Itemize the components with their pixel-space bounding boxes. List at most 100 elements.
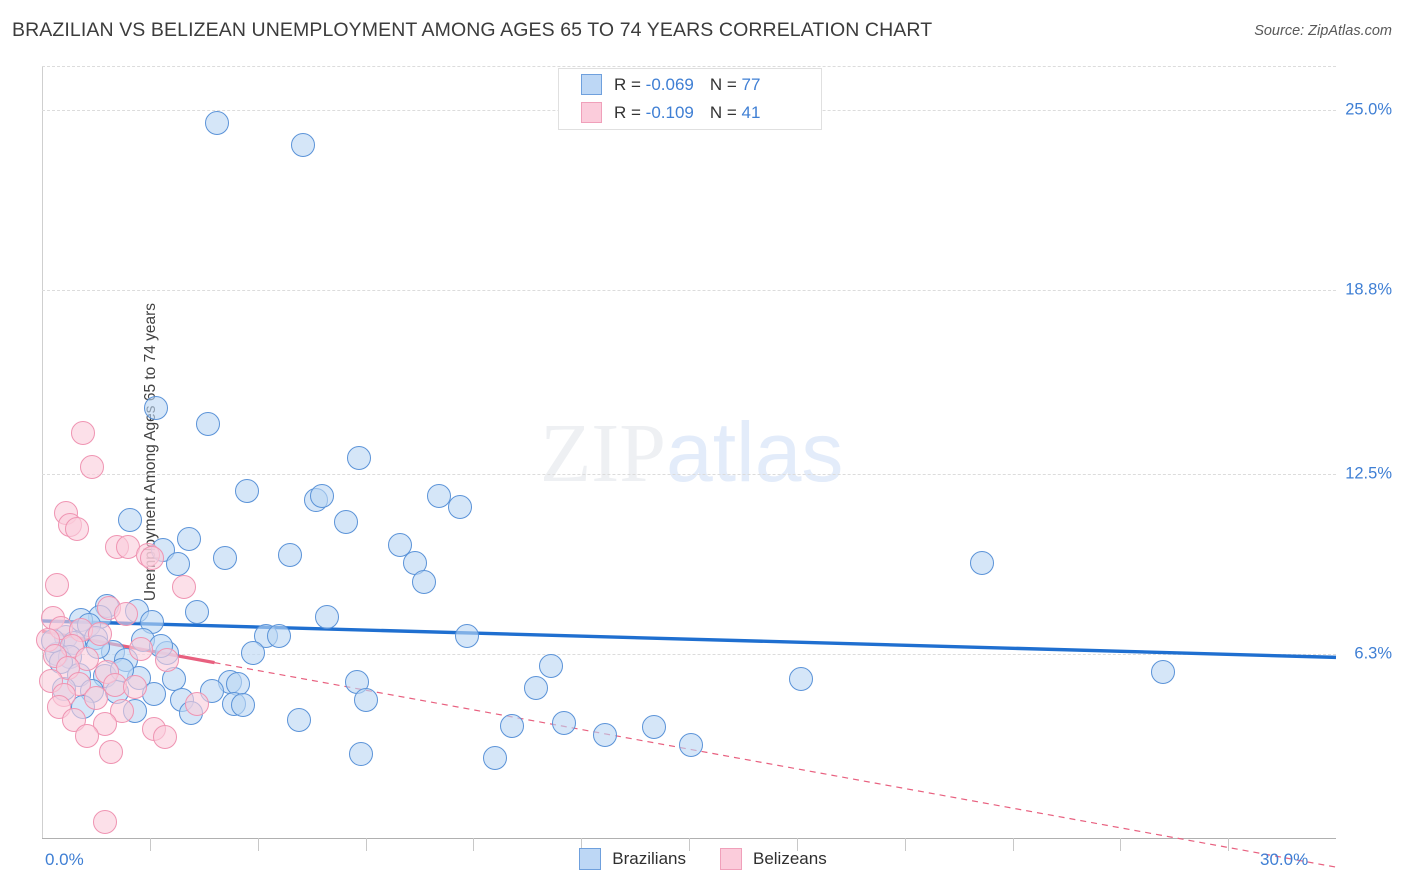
scatter-point-blue xyxy=(204,110,229,135)
scatter-point-pink xyxy=(99,740,123,765)
y-tick-label-1: 12.5% xyxy=(1345,464,1392,483)
scatter-point-blue xyxy=(679,732,704,757)
scatter-point-pink xyxy=(79,454,104,479)
y-axis-line xyxy=(42,66,43,838)
legend-item-belizeans[interactable]: Belizeans xyxy=(719,848,827,870)
x-tick xyxy=(1120,838,1122,851)
scatter-point-pink xyxy=(70,421,95,446)
y-tick-label-2: 18.8% xyxy=(1345,280,1392,299)
scatter-point-blue xyxy=(230,693,255,718)
x-tick-label-1: 30.0% xyxy=(1260,850,1309,869)
scatter-point-blue xyxy=(970,550,995,575)
legend-color-brazilians xyxy=(579,848,602,870)
x-tick xyxy=(1228,838,1230,851)
legend-label-belizeans: Belizeans xyxy=(752,849,827,868)
scatter-point-blue xyxy=(426,483,451,508)
scatter-point-blue xyxy=(551,710,576,735)
correlation-legend-row-brazilians: R = -0.069 N = 77 xyxy=(559,69,821,100)
scatter-point-pink xyxy=(185,691,210,716)
x-tick xyxy=(904,838,906,851)
x-tick xyxy=(581,838,583,851)
scatter-point-pink xyxy=(114,601,139,626)
series-legend: Brazilians Belizeans xyxy=(0,848,1406,870)
scatter-point-blue xyxy=(482,745,507,770)
scatter-point-blue xyxy=(349,741,374,766)
x-tick xyxy=(689,838,690,851)
scatter-point-pink xyxy=(64,517,89,542)
scatter-point-pink xyxy=(122,674,147,699)
gridline xyxy=(42,290,1336,292)
scatter-point-pink xyxy=(62,708,87,732)
scatter-point-blue xyxy=(226,671,251,696)
scatter-point-blue xyxy=(334,509,359,534)
scatter-point-blue xyxy=(347,445,372,470)
scatter-point-blue xyxy=(139,610,164,635)
scatter-point-blue xyxy=(278,543,303,568)
scatter-point-pink xyxy=(92,809,117,834)
r-label-belizeans: R = -0.109 xyxy=(614,102,694,122)
scatter-point-blue xyxy=(213,546,238,571)
y-axis-title-wrap: Unemployment Among Ages 65 to 74 years xyxy=(10,66,159,838)
x-tick xyxy=(473,838,475,851)
scatter-point-blue xyxy=(314,604,339,629)
scatter-point-pink xyxy=(45,572,70,597)
x-tick xyxy=(1012,838,1014,851)
x-tick xyxy=(365,838,367,851)
scatter-point-blue xyxy=(411,569,436,594)
scatter-point-blue xyxy=(196,412,221,437)
scatter-point-blue xyxy=(448,495,473,520)
scatter-point-pink xyxy=(152,725,177,750)
scatter-point-blue xyxy=(176,527,201,552)
scatter-point-blue xyxy=(118,508,143,533)
legend-item-brazilians[interactable]: Brazilians xyxy=(579,848,686,870)
r-label-brazilians: R = -0.069 xyxy=(614,74,694,94)
scatter-point-blue xyxy=(234,479,259,504)
scatter-point-blue xyxy=(500,713,525,738)
scatter-point-blue xyxy=(454,623,479,648)
scatter-point-blue xyxy=(789,667,814,692)
scatter-point-pink xyxy=(47,694,72,719)
scatter-point-pink xyxy=(83,686,108,711)
scatter-point-blue xyxy=(403,550,428,575)
trendline-segment xyxy=(41,619,1337,660)
y-tick-label-0: 6.3% xyxy=(1354,644,1392,663)
legend-color-belizeans xyxy=(719,848,742,870)
scatter-point-blue xyxy=(241,641,266,665)
correlation-legend-row-belizeans: R = -0.109 N = 41 xyxy=(559,97,821,128)
scatter-point-pink xyxy=(139,546,164,571)
x-tick-label-0: 0.0% xyxy=(45,850,84,869)
chart-title: BRAZILIAN VS BELIZEAN UNEMPLOYMENT AMONG… xyxy=(12,19,933,41)
x-tick xyxy=(796,838,798,851)
trendlines xyxy=(41,619,1337,868)
scatter-point-blue xyxy=(185,600,210,625)
n-label-belizeans: N = 41 xyxy=(709,102,761,122)
scatter-point-pink xyxy=(88,622,113,647)
scatter-point-blue xyxy=(286,708,311,732)
scatter-point-blue xyxy=(353,687,378,712)
legend-swatch-belizeans xyxy=(581,102,602,123)
scatter-point-blue xyxy=(144,396,169,421)
y-tick-label-3: 25.0% xyxy=(1345,100,1392,119)
scatter-point-blue xyxy=(290,132,315,157)
correlation-legend: R = -0.069 N = 77 R = -0.109 N = 41 xyxy=(558,68,822,130)
x-tick xyxy=(149,838,151,851)
scatter-point-pink xyxy=(38,668,63,693)
scatter-point-blue xyxy=(267,623,292,648)
gridline xyxy=(42,473,1336,475)
x-tick xyxy=(257,838,259,851)
plot-area xyxy=(36,66,1337,868)
scatter-point-pink xyxy=(75,724,100,749)
scatter-point-blue xyxy=(642,715,667,740)
scatter-point-blue xyxy=(592,722,617,747)
scatter-point-pink xyxy=(172,575,197,600)
trendline-segment xyxy=(214,662,1337,868)
scatter-point-blue xyxy=(1151,659,1176,684)
source-label: Source: ZipAtlas.com xyxy=(1254,23,1392,39)
scatter-point-blue xyxy=(523,675,548,700)
gridline-top xyxy=(42,66,1336,67)
gridline xyxy=(42,654,1336,656)
scatter-point-blue xyxy=(538,654,563,679)
n-label-brazilians: N = 77 xyxy=(709,74,761,94)
legend-label-brazilians: Brazilians xyxy=(612,849,686,868)
scatter-point-pink xyxy=(129,636,154,661)
